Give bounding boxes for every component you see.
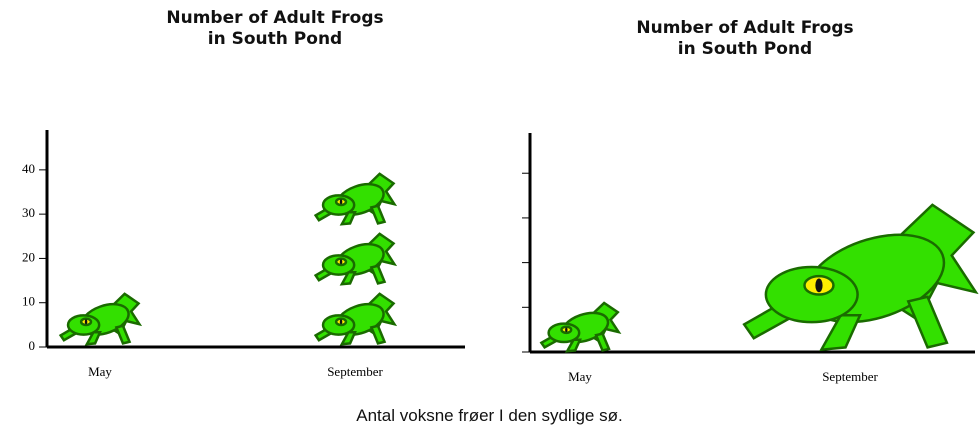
y-tick-label: 0 — [29, 338, 36, 353]
frog-pupil — [565, 327, 568, 333]
caption: Antal voksne frøer I den sydlige sø. — [356, 406, 623, 425]
frog-icon — [316, 294, 395, 344]
x-tick-label: September — [822, 369, 878, 384]
x-tick-label: September — [327, 364, 383, 379]
frog-pupil — [815, 278, 823, 293]
frog-icon — [316, 234, 395, 284]
y-tick-label: 40 — [22, 161, 35, 176]
y-tick-label: 30 — [22, 205, 35, 220]
frog-icon — [61, 294, 140, 344]
frog-stack — [61, 294, 140, 344]
scaled-frog — [541, 303, 618, 351]
frog-pupil — [339, 259, 343, 265]
chart-title: Number of Adult Frogs in South Pond — [636, 18, 854, 59]
frog-stack — [316, 174, 395, 344]
chart-title: Number of Adult Frogs in South Pond — [166, 8, 384, 49]
y-tick-label: 10 — [22, 294, 35, 309]
frog-icon — [744, 205, 976, 350]
y-tick-label: 20 — [22, 249, 35, 264]
frog-pupil — [339, 319, 343, 325]
x-tick-label: May — [568, 369, 592, 384]
x-tick-label: May — [88, 364, 112, 379]
frog-pupil — [339, 199, 343, 205]
frog-icon — [541, 303, 618, 351]
scaled-frog — [744, 205, 976, 350]
frog-pupil — [84, 319, 88, 325]
frog-icon — [316, 174, 395, 224]
